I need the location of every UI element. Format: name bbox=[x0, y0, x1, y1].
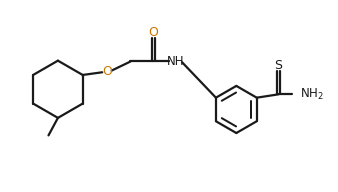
Text: NH$_2$: NH$_2$ bbox=[300, 87, 323, 102]
Text: O: O bbox=[148, 26, 158, 39]
Text: O: O bbox=[102, 65, 112, 78]
Text: NH: NH bbox=[167, 55, 184, 68]
Text: S: S bbox=[274, 59, 283, 72]
